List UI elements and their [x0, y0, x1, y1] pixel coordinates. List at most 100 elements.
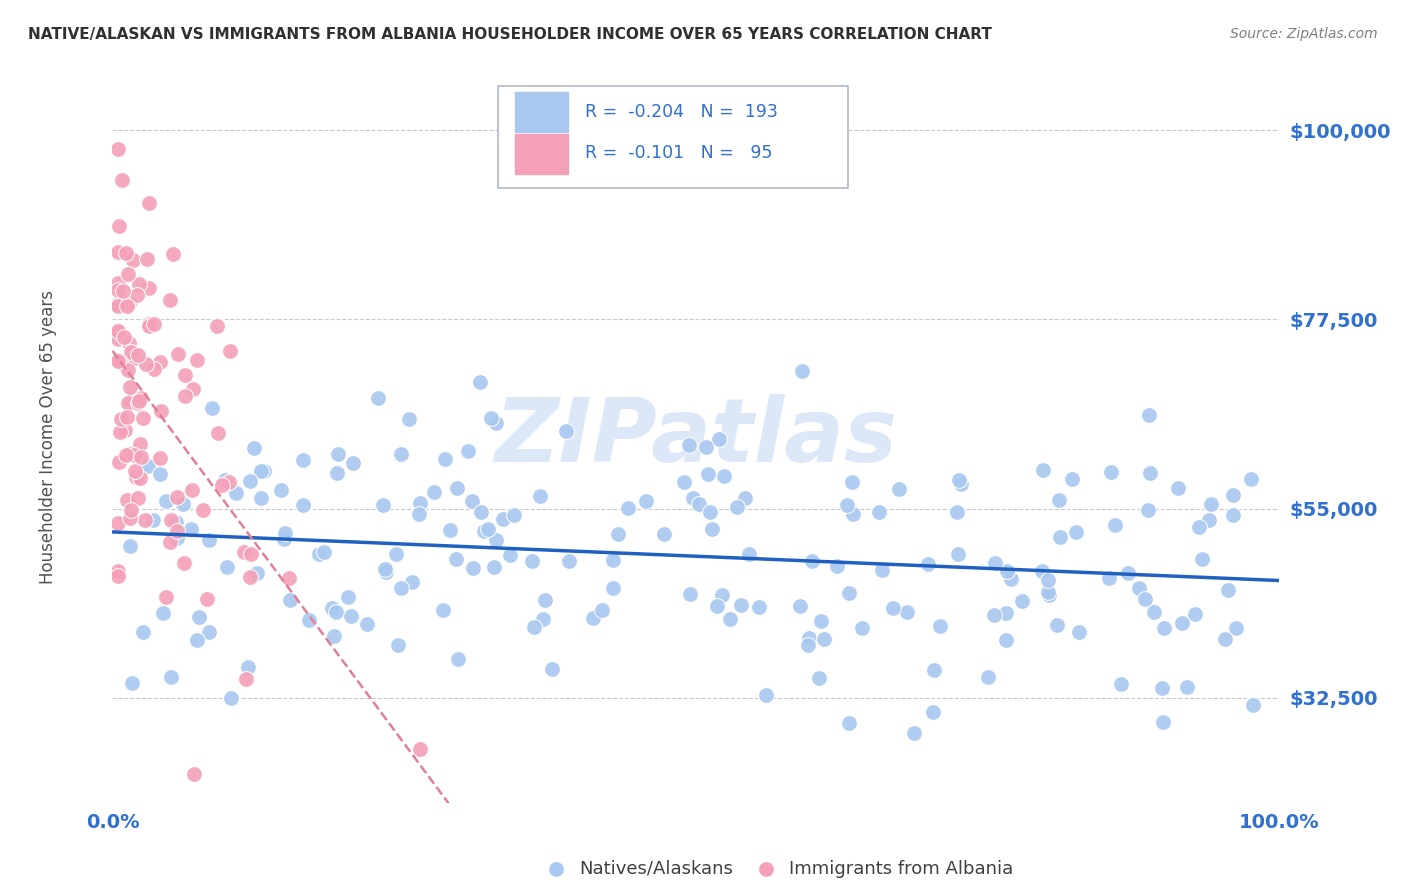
Point [1222, 488, 1244, 502]
Point [718, 612, 741, 626]
Point [401, 574, 423, 589]
Point [129, 450, 152, 464]
Point [591, 603, 613, 617]
Point [107, 299, 129, 313]
Point [219, 691, 242, 706]
Point [246, 566, 269, 581]
Point [1064, 524, 1087, 539]
Point [270, 483, 292, 497]
Point [136, 458, 159, 473]
Point [1069, 624, 1091, 639]
Point [1153, 621, 1175, 635]
Point [128, 471, 150, 485]
Point [159, 670, 181, 684]
Point [118, 380, 141, 394]
Point [243, 441, 266, 455]
Point [225, 485, 247, 500]
Point [602, 553, 624, 567]
Point [1241, 698, 1264, 713]
Point [1099, 465, 1122, 479]
Point [117, 335, 139, 350]
FancyBboxPatch shape [498, 86, 848, 188]
Point [434, 451, 457, 466]
Point [308, 547, 330, 561]
Point [1201, 497, 1223, 511]
Point [136, 252, 159, 266]
Point [457, 443, 479, 458]
Point [128, 277, 150, 291]
Point [110, 412, 132, 426]
Point [699, 505, 721, 519]
Point [842, 508, 865, 522]
Point [439, 524, 461, 538]
Point [503, 508, 526, 522]
Point [107, 564, 129, 578]
Point [108, 219, 131, 233]
Point [129, 437, 152, 451]
Point [398, 412, 420, 426]
Point [114, 423, 136, 437]
Point [1047, 492, 1070, 507]
Point [337, 591, 360, 605]
Point [321, 600, 343, 615]
Point [1136, 503, 1159, 517]
Point [1097, 571, 1119, 585]
Point [520, 553, 543, 567]
Point [117, 363, 139, 377]
Point [117, 395, 139, 409]
Point [218, 344, 240, 359]
Point [825, 558, 848, 573]
Point [1038, 588, 1060, 602]
Point [195, 592, 218, 607]
Point [1133, 591, 1156, 606]
Point [616, 500, 638, 515]
Point [995, 564, 1018, 578]
Point [107, 142, 129, 156]
Point [107, 516, 129, 530]
Point [278, 592, 301, 607]
Point [797, 631, 820, 645]
Point [533, 593, 555, 607]
Point [173, 556, 195, 570]
Point [868, 505, 890, 519]
Point [374, 562, 396, 576]
Point [118, 447, 141, 461]
Point [138, 281, 160, 295]
Point [138, 195, 160, 210]
Point [748, 599, 770, 614]
Point [607, 526, 630, 541]
Point [813, 632, 835, 646]
Text: R =  -0.204   N =  193: R = -0.204 N = 193 [585, 103, 778, 120]
Point [695, 440, 717, 454]
Point [928, 619, 950, 633]
Point [149, 404, 172, 418]
Point [1177, 680, 1199, 694]
Point [117, 268, 139, 282]
Point [173, 368, 195, 383]
Point [180, 483, 202, 497]
Point [198, 624, 221, 639]
Point [120, 345, 142, 359]
Point [107, 332, 129, 346]
Point [1031, 565, 1053, 579]
Point [107, 324, 129, 338]
Point [218, 475, 240, 489]
Point [214, 473, 236, 487]
Point [160, 513, 183, 527]
Point [841, 475, 863, 489]
Point [529, 489, 551, 503]
Point [485, 416, 508, 430]
Text: Source: ZipAtlas.com: Source: ZipAtlas.com [1230, 27, 1378, 41]
Point [738, 547, 761, 561]
Point [274, 525, 297, 540]
Point [135, 357, 157, 371]
Point [117, 493, 139, 508]
Point [1128, 581, 1150, 595]
Point [108, 425, 131, 439]
Point [838, 716, 860, 731]
Point [468, 375, 491, 389]
Point [128, 393, 150, 408]
Point [115, 246, 138, 260]
Point [800, 554, 823, 568]
Point [734, 491, 756, 505]
